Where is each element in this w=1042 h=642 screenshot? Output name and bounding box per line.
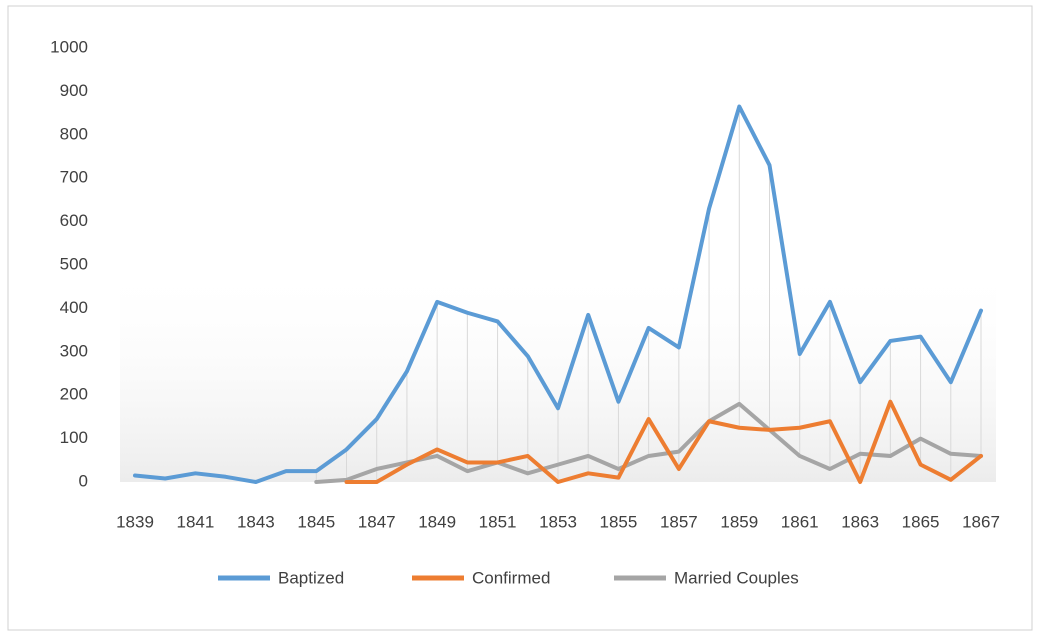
legend-label: Baptized — [278, 568, 344, 587]
x-tick-label: 1867 — [962, 512, 1000, 531]
y-tick-label: 300 — [60, 341, 88, 360]
series-line — [133, 104, 983, 484]
legend-label: Married Couples — [674, 568, 799, 587]
x-tick-label: 1849 — [418, 512, 456, 531]
y-tick-label: 200 — [60, 385, 88, 404]
y-tick-label: 700 — [60, 168, 88, 187]
x-tick-label: 1839 — [116, 512, 154, 531]
x-tick-label: 1855 — [600, 512, 638, 531]
y-tick-label: 600 — [60, 211, 88, 230]
x-tick-label: 1843 — [237, 512, 275, 531]
x-tick-label: 1859 — [720, 512, 758, 531]
legend-label: Confirmed — [472, 568, 550, 587]
x-tick-label: 1861 — [781, 512, 819, 531]
x-tick-label: 1853 — [539, 512, 577, 531]
y-tick-label: 500 — [60, 254, 88, 273]
x-tick-label: 1857 — [660, 512, 698, 531]
y-tick-label: 1000 — [50, 37, 88, 56]
x-tick-label: 1847 — [358, 512, 396, 531]
y-tick-label: 100 — [60, 428, 88, 447]
x-tick-label: 1865 — [902, 512, 940, 531]
y-tick-label: 800 — [60, 124, 88, 143]
y-tick-label: 0 — [79, 471, 88, 490]
x-tick-label: 1851 — [479, 512, 517, 531]
y-tick-label: 900 — [60, 81, 88, 100]
series-line — [344, 399, 983, 484]
y-tick-label: 400 — [60, 298, 88, 317]
x-tick-label: 1845 — [297, 512, 335, 531]
x-tick-label: 1863 — [841, 512, 879, 531]
x-tick-label: 1841 — [177, 512, 215, 531]
